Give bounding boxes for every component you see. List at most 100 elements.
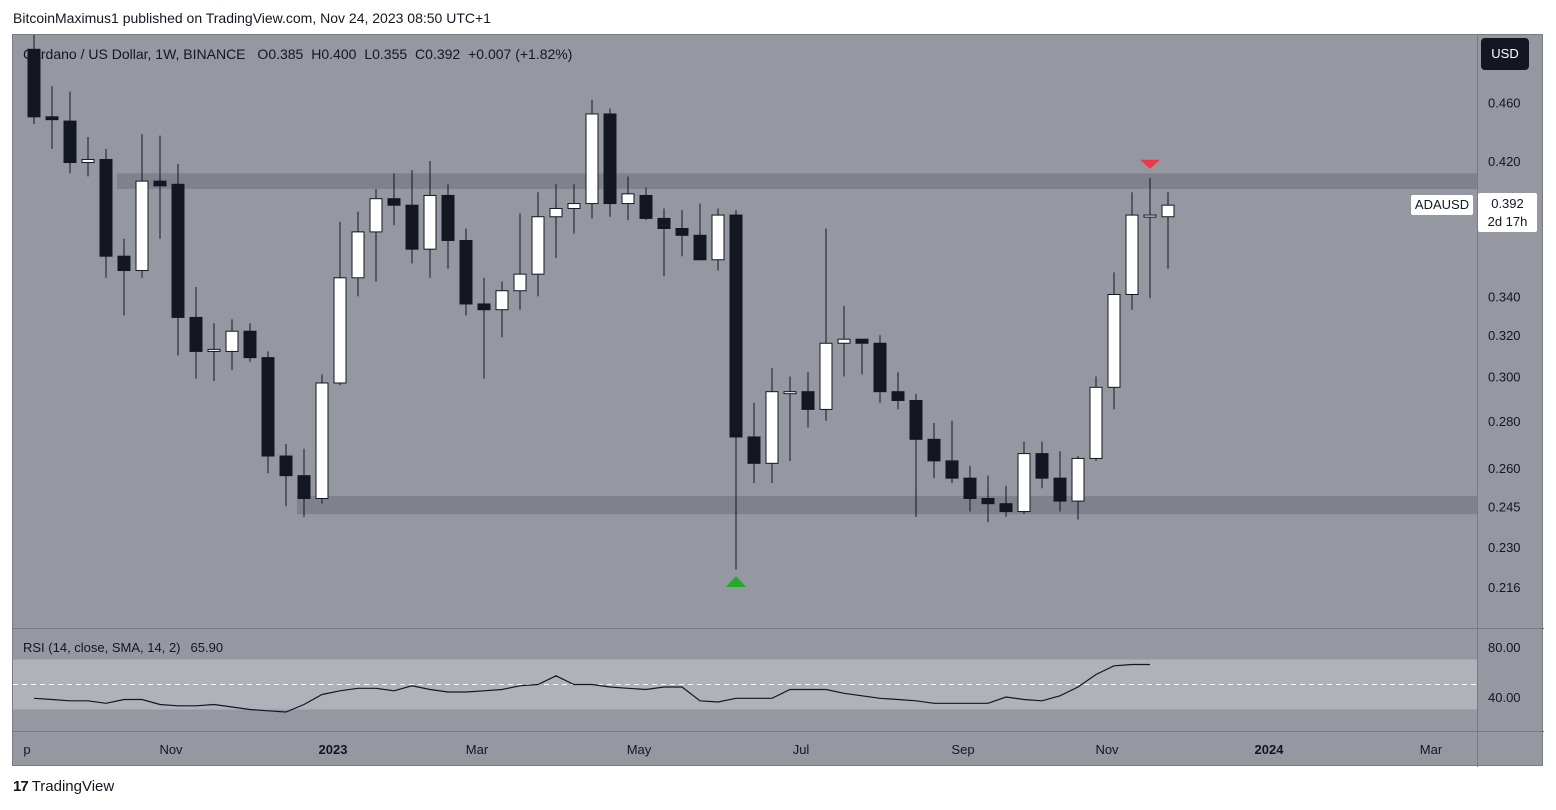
candle [1161, 192, 1175, 269]
candle [1053, 451, 1067, 512]
candle [909, 393, 923, 517]
candle-body-down [441, 194, 455, 241]
candle-body-up [1125, 214, 1139, 295]
candle-body-up [549, 207, 563, 218]
candle [549, 184, 563, 258]
ticker-price-tag: ADAUSD [1411, 195, 1473, 215]
candle [747, 402, 761, 484]
candle [855, 338, 869, 375]
candle-body-down [1053, 477, 1067, 502]
candle-body-up [513, 273, 527, 292]
candle-body-down [387, 198, 401, 206]
candle-body-down [189, 316, 203, 352]
candle-body-down [693, 234, 707, 261]
price-tick-label: 0.460 [1488, 96, 1521, 111]
candle [243, 323, 257, 362]
candle [639, 187, 653, 221]
candle-body-down [729, 214, 743, 438]
candle [1125, 192, 1139, 310]
candle [369, 189, 383, 282]
candle-body-down [945, 460, 959, 479]
candle-body-up [819, 342, 833, 410]
symbol-legend[interactable]: Cardano / US Dollar, 1W, BINANCE O0.385 … [23, 46, 572, 62]
rsi-line [33, 663, 1150, 713]
candle-body-down [117, 255, 131, 272]
candle [117, 238, 131, 316]
candle-body-up [351, 231, 365, 279]
tradingview-logo[interactable]: 17 TradingView [13, 778, 114, 795]
candle-body-up [783, 391, 797, 395]
candle [279, 444, 293, 507]
tradingview-brand: TradingView [31, 778, 115, 795]
candle-body-down [279, 455, 293, 477]
candle [315, 374, 329, 504]
candle [1071, 456, 1085, 520]
candle [225, 319, 239, 371]
candle-body-up [423, 194, 437, 250]
rsi-label: RSI (14, close, SMA, 14, 2) [23, 640, 181, 655]
time-tick-label: Nov [159, 742, 183, 757]
last-price-value: 0.392 [1491, 196, 1524, 211]
candle [171, 164, 185, 356]
candle-body-down [657, 217, 671, 229]
candle [1107, 272, 1121, 410]
ohlc-close: C0.392 [415, 46, 461, 62]
symbol-title: Cardano / US Dollar, 1W, BINANCE [23, 46, 246, 62]
candle [945, 420, 959, 484]
publisher-line: BitcoinMaximus1 published on TradingView… [13, 10, 491, 26]
candle-body-up [1089, 386, 1103, 459]
candle [873, 335, 887, 403]
candle-body-down [963, 477, 977, 499]
candle-body-up [225, 330, 239, 352]
candle [351, 211, 365, 297]
candle-body-down [45, 116, 59, 121]
candle [45, 86, 59, 149]
candle-body-down [873, 342, 887, 393]
candle-body-up [1143, 214, 1157, 218]
candle-body-down [27, 48, 41, 118]
candle [585, 99, 599, 219]
candle-body-down [909, 399, 923, 440]
chart-frame[interactable]: 0.460 0.420 0.340 0.320 0.300 0.280 0.260 0.245… [12, 34, 1544, 767]
rsi-legend[interactable]: RSI (14, close, SMA, 14, 2) 65.90 [23, 640, 223, 655]
candle [603, 108, 617, 217]
candle-body-up [1071, 457, 1085, 502]
candle [567, 184, 581, 234]
currency-button[interactable]: USD [1481, 38, 1529, 70]
candle [819, 228, 833, 421]
ohlc-change: +0.007 (+1.82%) [468, 46, 573, 62]
price-tick-label: 0.300 [1488, 370, 1521, 385]
time-axis-separator [13, 731, 1544, 732]
price-tick-label: 0.280 [1488, 414, 1521, 429]
candle [729, 210, 743, 570]
candle-body-up [1107, 293, 1121, 388]
candle-body-down [999, 503, 1013, 513]
time-tick-label: May [627, 742, 652, 757]
candle-body-down [297, 475, 311, 499]
bullish-arrow-icon [726, 575, 746, 587]
candle-body-down [801, 391, 815, 410]
candle-body-down [981, 497, 995, 505]
candle [999, 485, 1013, 517]
candle [675, 210, 689, 257]
candle [657, 208, 671, 276]
candle [153, 135, 167, 239]
rsi-tick-label: 40.00 [1488, 690, 1521, 705]
candle-body-down [153, 180, 167, 187]
price-tick-label: 0.216 [1488, 580, 1521, 595]
candle-body-up [135, 180, 149, 272]
price-tick-label: 0.245 [1488, 499, 1521, 514]
chart-canvas[interactable]: 0.460 0.420 0.340 0.320 0.300 0.280 0.260 0.245… [13, 35, 1544, 767]
candle-body-down [405, 204, 419, 250]
candle-body-up [495, 290, 509, 311]
candle-body-up [369, 198, 383, 233]
bearish-arrow-icon [1140, 159, 1160, 169]
candle [63, 91, 77, 174]
candle [693, 203, 707, 261]
candle-body-down [243, 330, 257, 359]
candle [927, 423, 941, 479]
price-tick-label: 0.340 [1488, 289, 1521, 304]
candle [297, 448, 311, 517]
time-tick-label: 2024 [1255, 742, 1285, 757]
candle-body-down [639, 194, 653, 219]
